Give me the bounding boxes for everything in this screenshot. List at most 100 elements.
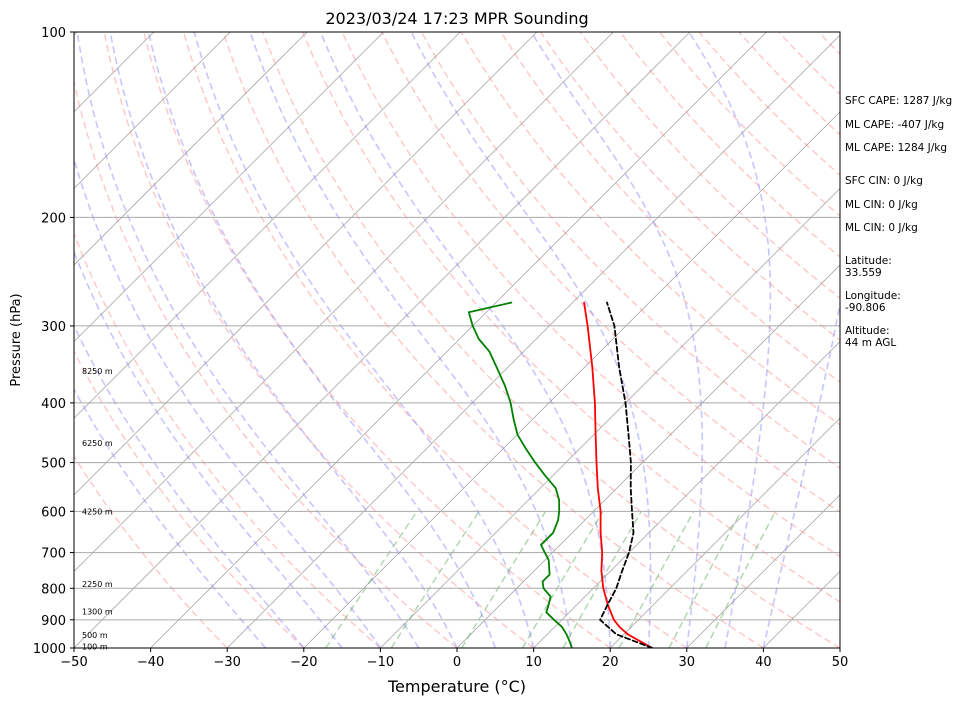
annotation-text: Latitude: — [845, 255, 892, 267]
isotherm — [609, 417, 840, 648]
y-tick-label: 500 — [41, 457, 66, 472]
dry-adiabat — [222, 32, 764, 648]
dry-adiabat — [103, 32, 535, 648]
y-tick-label: 1000 — [33, 642, 66, 657]
annotation-text: 33.559 — [845, 267, 882, 279]
moist-adiabat — [109, 32, 458, 648]
dry-adiabat — [74, 349, 305, 648]
dry-adiabat — [74, 231, 381, 648]
isotherm — [74, 32, 231, 189]
isotherm — [380, 187, 840, 648]
y-tick-label: 600 — [41, 505, 66, 520]
height-label: 6250 m — [82, 439, 113, 448]
annotation-text: SFC CAPE: 1287 J/kg — [845, 95, 952, 107]
y-tick-label: 200 — [41, 211, 66, 226]
dry-adiabat — [381, 32, 840, 513]
plot-frame — [73, 31, 841, 649]
height-label: 500 m — [82, 631, 108, 640]
dry-adiabat — [579, 32, 840, 300]
moist-adiabat — [530, 32, 704, 648]
y-tick-label: 700 — [41, 547, 66, 562]
y-tick-label: 100 — [41, 26, 66, 41]
background-lines — [0, 32, 840, 648]
x-tick-label: −40 — [137, 655, 164, 670]
moist-adiabat — [74, 156, 382, 648]
moist-adiabat — [688, 32, 772, 648]
series-parcel-line — [599, 301, 654, 648]
x-axis-label: Temperature (°C) — [387, 677, 526, 696]
x-tick-label: 40 — [755, 655, 772, 670]
sounding-lines — [467, 301, 654, 648]
x-tick-label: −50 — [60, 655, 87, 670]
x-tick-label: 20 — [602, 655, 619, 670]
series-dewpoint-line — [467, 301, 573, 648]
stats-annotations: SFC CAPE: 1287 J/kg ML CAPE: -407 J/kg ML … — [845, 95, 952, 349]
moist-adiabat — [76, 32, 420, 648]
x-axis-ticks: −50 −40 −30 −20 −10 0 10 20 30 40 50 — [60, 648, 848, 670]
x-tick-label: 0 — [453, 655, 461, 670]
height-labels: 8250 m 6250 m 4250 m 2250 m 1300 m 500 m 100 m — [82, 367, 113, 652]
height-label: 100 m — [82, 643, 108, 652]
isotherm — [74, 32, 614, 572]
series-temperature-line — [583, 301, 654, 648]
isotherm — [226, 34, 840, 648]
dry-adiabat — [262, 32, 840, 648]
dry-adiabat — [500, 32, 840, 384]
annotation-text: ML CAPE: 1284 J/kg — [845, 142, 947, 154]
moist-adiabat — [147, 32, 497, 648]
moist-adiabat — [410, 32, 652, 648]
x-tick-label: 50 — [832, 655, 849, 670]
x-tick-label: −20 — [290, 655, 317, 670]
annotation-text: ML CIN: 0 J/kg — [845, 222, 918, 234]
y-tick-label: 800 — [41, 582, 66, 597]
dry-adiabat — [143, 32, 611, 648]
y-tick-label: 900 — [41, 614, 66, 629]
isotherm — [686, 494, 840, 648]
isotherm — [303, 111, 840, 648]
chart-title: 2023/03/24 17:23 MPR Sounding — [325, 9, 588, 28]
dry-adiabat — [74, 79, 458, 648]
dry-adiabat — [460, 32, 840, 426]
y-axis-label: Pressure (hPa) — [9, 293, 24, 386]
height-label: 2250 m — [82, 580, 113, 589]
mixing-ratio-line — [668, 510, 742, 648]
moist-adiabat — [193, 32, 535, 648]
dry-adiabat — [74, 454, 228, 648]
moist-adiabat — [74, 249, 343, 648]
annotation-text: ML CIN: 0 J/kg — [845, 199, 918, 211]
isotherm — [74, 32, 308, 266]
annotation-text: -90.806 — [845, 302, 886, 314]
isotherm — [74, 32, 461, 419]
x-tick-label: −30 — [213, 655, 240, 670]
x-tick-label: 30 — [679, 655, 696, 670]
x-tick-label: 10 — [525, 655, 542, 670]
moist-adiabat — [762, 299, 840, 648]
isotherm — [150, 32, 767, 648]
moist-adiabat — [74, 387, 267, 648]
height-label: 8250 m — [82, 367, 113, 376]
y-tick-label: 400 — [41, 397, 66, 412]
moist-adiabat — [249, 32, 573, 648]
annotation-text: 44 m AGL — [845, 337, 896, 349]
isotherm — [74, 32, 691, 648]
annotation-text: SFC CIN: 0 J/kg — [845, 175, 923, 187]
mixing-ratio-line — [390, 510, 480, 648]
annotation-text: Altitude: — [845, 325, 890, 337]
mixing-ratio-line — [705, 510, 777, 648]
dry-adiabat — [341, 32, 840, 558]
dry-adiabat — [301, 32, 840, 603]
isotherm — [74, 32, 538, 496]
pressure-gridlines — [74, 31, 840, 649]
moist-adiabat — [74, 323, 305, 648]
isotherm — [456, 264, 840, 648]
y-tick-label: 300 — [41, 320, 66, 335]
height-label: 4250 m — [82, 507, 113, 516]
mixing-ratio-line — [325, 510, 418, 648]
x-tick-label: −10 — [367, 655, 394, 670]
dry-adiabat — [182, 32, 688, 648]
y-axis-ticks: 100 200 300 400 500 600 700 800 900 1000 — [33, 26, 74, 657]
height-label: 1300 m — [82, 607, 113, 616]
isotherm — [74, 32, 384, 343]
isotherm — [0, 32, 1, 648]
